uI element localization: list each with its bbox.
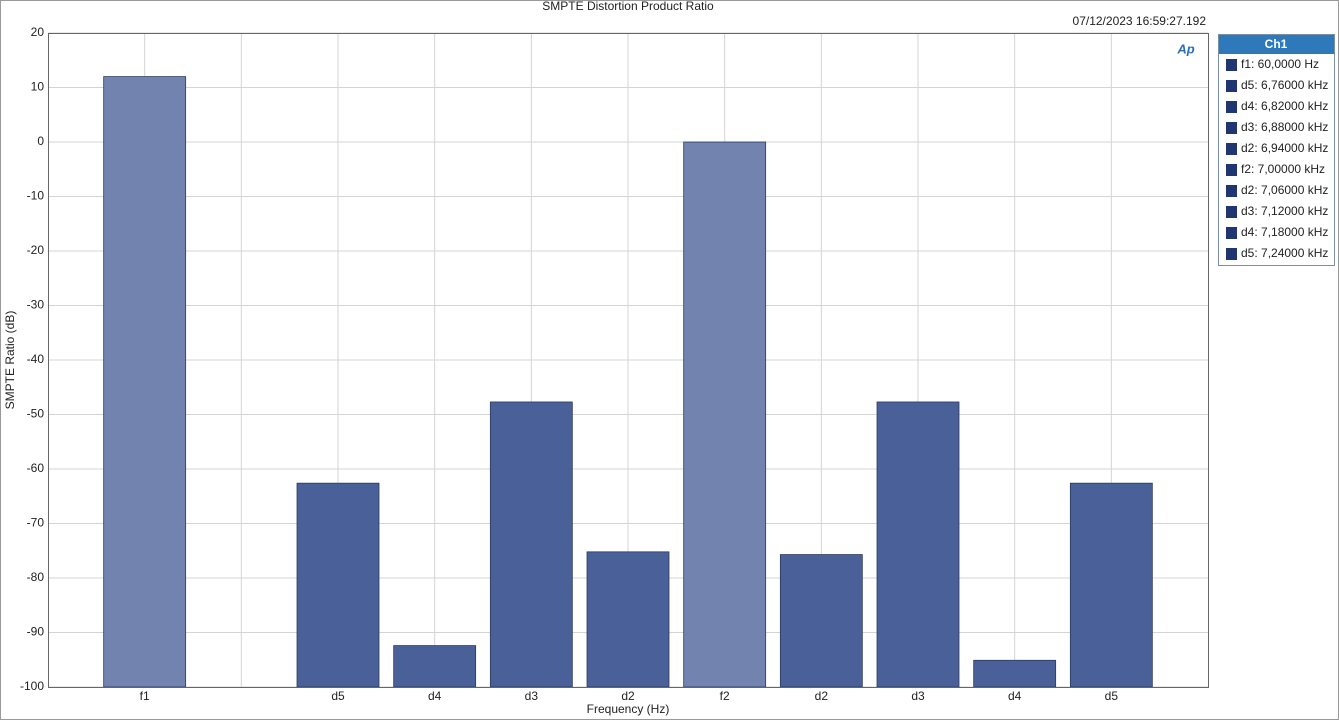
x-tick-label: d2 (815, 689, 829, 703)
legend-entry: d2: 7,06000 kHz (1241, 183, 1328, 197)
legend-frame (1218, 34, 1335, 266)
bar (103, 76, 187, 688)
x-tick-label: d2 (621, 689, 635, 703)
legend-swatch (1226, 206, 1237, 218)
legend-entry: d5: 6,76000 kHz (1241, 78, 1328, 92)
bar (296, 482, 380, 688)
logo: Ap (1176, 41, 1194, 56)
legend-entry: d3: 6,88000 kHz (1241, 120, 1328, 134)
y-tick-label: 0 (37, 134, 44, 148)
legend-swatch (1226, 143, 1237, 155)
bar (489, 401, 573, 688)
bar (1069, 482, 1153, 688)
y-tick-label: -30 (27, 298, 45, 312)
x-tick-label: d3 (525, 689, 539, 703)
y-tick-label: -90 (27, 625, 45, 639)
legend-entry: d4: 7,18000 kHz (1241, 225, 1328, 239)
y-tick-label: -70 (27, 516, 45, 530)
y-axis-label: SMPTE Ratio (dB) (3, 311, 17, 410)
legend-swatch (1226, 185, 1237, 197)
legend-title: Ch1 (1265, 37, 1288, 51)
legend-entry: d4: 6,82000 kHz (1241, 99, 1328, 113)
legend-entry: d5: 7,24000 kHz (1241, 246, 1328, 260)
chart-title: SMPTE Distortion Product Ratio (542, 0, 714, 13)
legend-entry: f2: 7,00000 kHz (1241, 162, 1325, 176)
y-tick-label: 20 (31, 25, 45, 39)
legend-swatch (1226, 248, 1237, 260)
plot-frame (48, 33, 1209, 688)
legend-swatch (1226, 164, 1237, 176)
bar (586, 551, 670, 688)
legend-header (1219, 35, 1334, 54)
legend-swatch (1226, 80, 1237, 92)
y-tick-label: -20 (27, 243, 45, 257)
legend-swatch (1226, 59, 1237, 71)
timestamp: 07/12/2023 16:59:27.192 (1073, 14, 1207, 28)
bar (779, 554, 863, 688)
y-tick-label: -60 (27, 461, 45, 475)
bar (973, 659, 1057, 688)
x-tick-label: d4 (1008, 689, 1022, 703)
legend-swatch (1226, 101, 1237, 113)
y-tick-label: -100 (20, 679, 44, 693)
bar (876, 401, 960, 688)
legend-swatch (1226, 227, 1237, 239)
y-tick-label: -50 (27, 407, 45, 421)
y-tick-label: -10 (27, 189, 45, 203)
x-tick-label: d3 (911, 689, 925, 703)
y-tick-label: -40 (27, 352, 45, 366)
legend: Ch1 f1: 60,0000 Hz d5: 6,76000 kHz d4: 6,8… (1218, 34, 1335, 266)
x-tick-label: f1 (140, 689, 150, 703)
y-tick-label: 10 (31, 80, 45, 94)
y-tick-label: -80 (27, 570, 45, 584)
x-tick-label: d5 (1105, 689, 1119, 703)
bar (683, 141, 767, 688)
x-axis-label: Frequency (Hz) (587, 702, 670, 716)
legend-entry: d2: 6,94000 kHz (1241, 141, 1328, 155)
legend-entry: d3: 7,12000 kHz (1241, 204, 1328, 218)
legend-swatch (1226, 122, 1237, 134)
x-tick-label: f2 (720, 689, 730, 703)
x-tick-label: d5 (331, 689, 345, 703)
legend-entry: f1: 60,0000 Hz (1241, 57, 1319, 71)
x-tick-label: d4 (428, 689, 442, 703)
bar (393, 645, 477, 688)
